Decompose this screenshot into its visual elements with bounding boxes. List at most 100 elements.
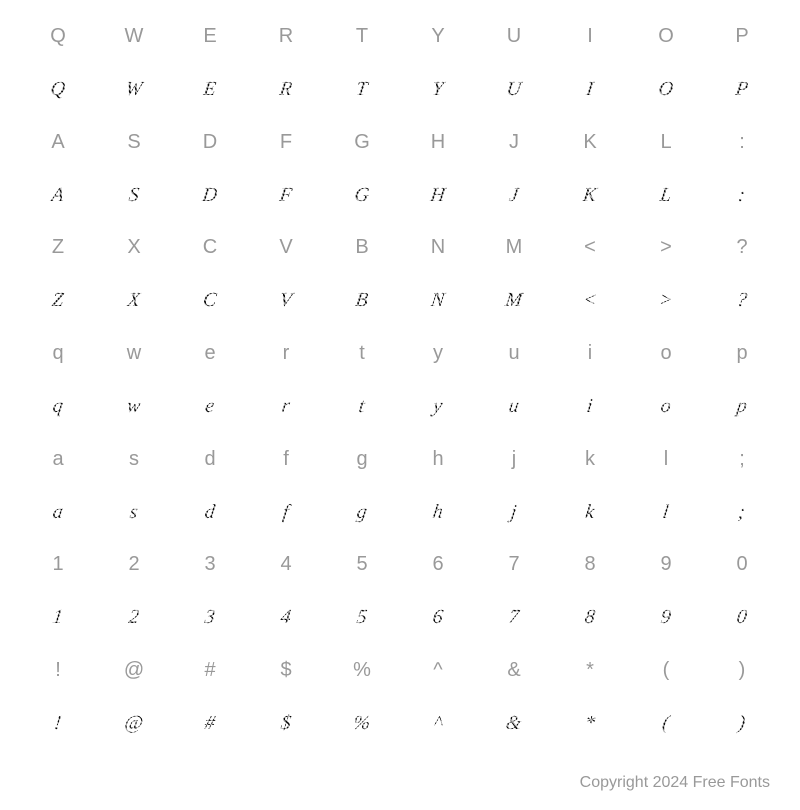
char-glyph: * <box>548 697 631 750</box>
char-label: P <box>704 10 780 63</box>
char-glyph: q <box>16 380 99 433</box>
char-glyph: A <box>16 169 99 222</box>
char-glyph: a <box>16 486 99 539</box>
char-glyph: : <box>700 169 783 222</box>
char-label: $ <box>248 644 324 697</box>
char-glyph: o <box>624 380 707 433</box>
char-glyph: P <box>700 63 783 116</box>
char-label: d <box>172 433 248 486</box>
char-label: i <box>552 327 628 380</box>
char-glyph: ) <box>700 697 783 750</box>
char-glyph: G <box>320 169 403 222</box>
char-label: e <box>172 327 248 380</box>
char-label: 2 <box>96 539 172 592</box>
char-label: E <box>172 10 248 63</box>
char-glyph: X <box>92 274 175 327</box>
char-glyph: W <box>92 63 175 116</box>
char-glyph: R <box>244 63 327 116</box>
char-label: * <box>552 644 628 697</box>
char-label: q <box>20 327 96 380</box>
char-label: ( <box>628 644 704 697</box>
char-label: D <box>172 116 248 169</box>
char-glyph: r <box>244 380 327 433</box>
char-glyph: 6 <box>396 591 479 644</box>
char-label: M <box>476 221 552 274</box>
char-glyph: B <box>320 274 403 327</box>
char-label: K <box>552 116 628 169</box>
char-glyph: e <box>168 380 251 433</box>
char-label: Z <box>20 221 96 274</box>
char-label: I <box>552 10 628 63</box>
char-glyph: j <box>472 486 555 539</box>
char-label: : <box>704 116 780 169</box>
char-glyph: & <box>472 697 555 750</box>
char-label: y <box>400 327 476 380</box>
char-label: G <box>324 116 400 169</box>
char-label: 4 <box>248 539 324 592</box>
char-label: u <box>476 327 552 380</box>
char-glyph: s <box>92 486 175 539</box>
char-label: 3 <box>172 539 248 592</box>
char-label: h <box>400 433 476 486</box>
char-glyph: ( <box>624 697 707 750</box>
char-label: A <box>20 116 96 169</box>
char-label: ? <box>704 221 780 274</box>
char-label: F <box>248 116 324 169</box>
char-label: < <box>552 221 628 274</box>
char-label: & <box>476 644 552 697</box>
char-glyph: # <box>168 697 251 750</box>
char-glyph: Q <box>16 63 99 116</box>
char-label: 7 <box>476 539 552 592</box>
char-glyph: Z <box>16 274 99 327</box>
char-label: a <box>20 433 96 486</box>
char-label: H <box>400 116 476 169</box>
char-label: % <box>324 644 400 697</box>
char-glyph: ^ <box>396 697 479 750</box>
char-glyph: g <box>320 486 403 539</box>
char-label: > <box>628 221 704 274</box>
char-label: s <box>96 433 172 486</box>
char-glyph: M <box>472 274 555 327</box>
char-label: l <box>628 433 704 486</box>
char-glyph: C <box>168 274 251 327</box>
char-glyph: S <box>92 169 175 222</box>
char-glyph: V <box>244 274 327 327</box>
char-glyph: K <box>548 169 631 222</box>
char-glyph: J <box>472 169 555 222</box>
char-label: N <box>400 221 476 274</box>
char-label: r <box>248 327 324 380</box>
char-glyph: 4 <box>244 591 327 644</box>
char-label: w <box>96 327 172 380</box>
char-glyph: I <box>548 63 631 116</box>
char-label: J <box>476 116 552 169</box>
char-glyph: E <box>168 63 251 116</box>
char-glyph: Y <box>396 63 479 116</box>
char-glyph: 3 <box>168 591 251 644</box>
char-label: U <box>476 10 552 63</box>
char-label: 1 <box>20 539 96 592</box>
char-glyph: t <box>320 380 403 433</box>
char-glyph: @ <box>92 697 175 750</box>
char-glyph: L <box>624 169 707 222</box>
character-map-grid: QWERTYUIOPQWERTYUIOPASDFGHJKL:ASDFGHJKL:… <box>20 10 780 750</box>
char-glyph: 9 <box>624 591 707 644</box>
char-glyph: ? <box>700 274 783 327</box>
char-glyph: 2 <box>92 591 175 644</box>
char-glyph: h <box>396 486 479 539</box>
char-glyph: w <box>92 380 175 433</box>
char-glyph: D <box>168 169 251 222</box>
char-label: W <box>96 10 172 63</box>
char-label: L <box>628 116 704 169</box>
char-glyph: d <box>168 486 251 539</box>
char-label: ! <box>20 644 96 697</box>
char-glyph: ! <box>16 697 99 750</box>
char-label: Q <box>20 10 96 63</box>
char-label: f <box>248 433 324 486</box>
copyright-footer: Copyright 2024 Free Fonts <box>580 774 770 792</box>
char-label: 6 <box>400 539 476 592</box>
char-label: p <box>704 327 780 380</box>
char-label: V <box>248 221 324 274</box>
char-glyph: ; <box>700 486 783 539</box>
char-label: ; <box>704 433 780 486</box>
char-label: S <box>96 116 172 169</box>
